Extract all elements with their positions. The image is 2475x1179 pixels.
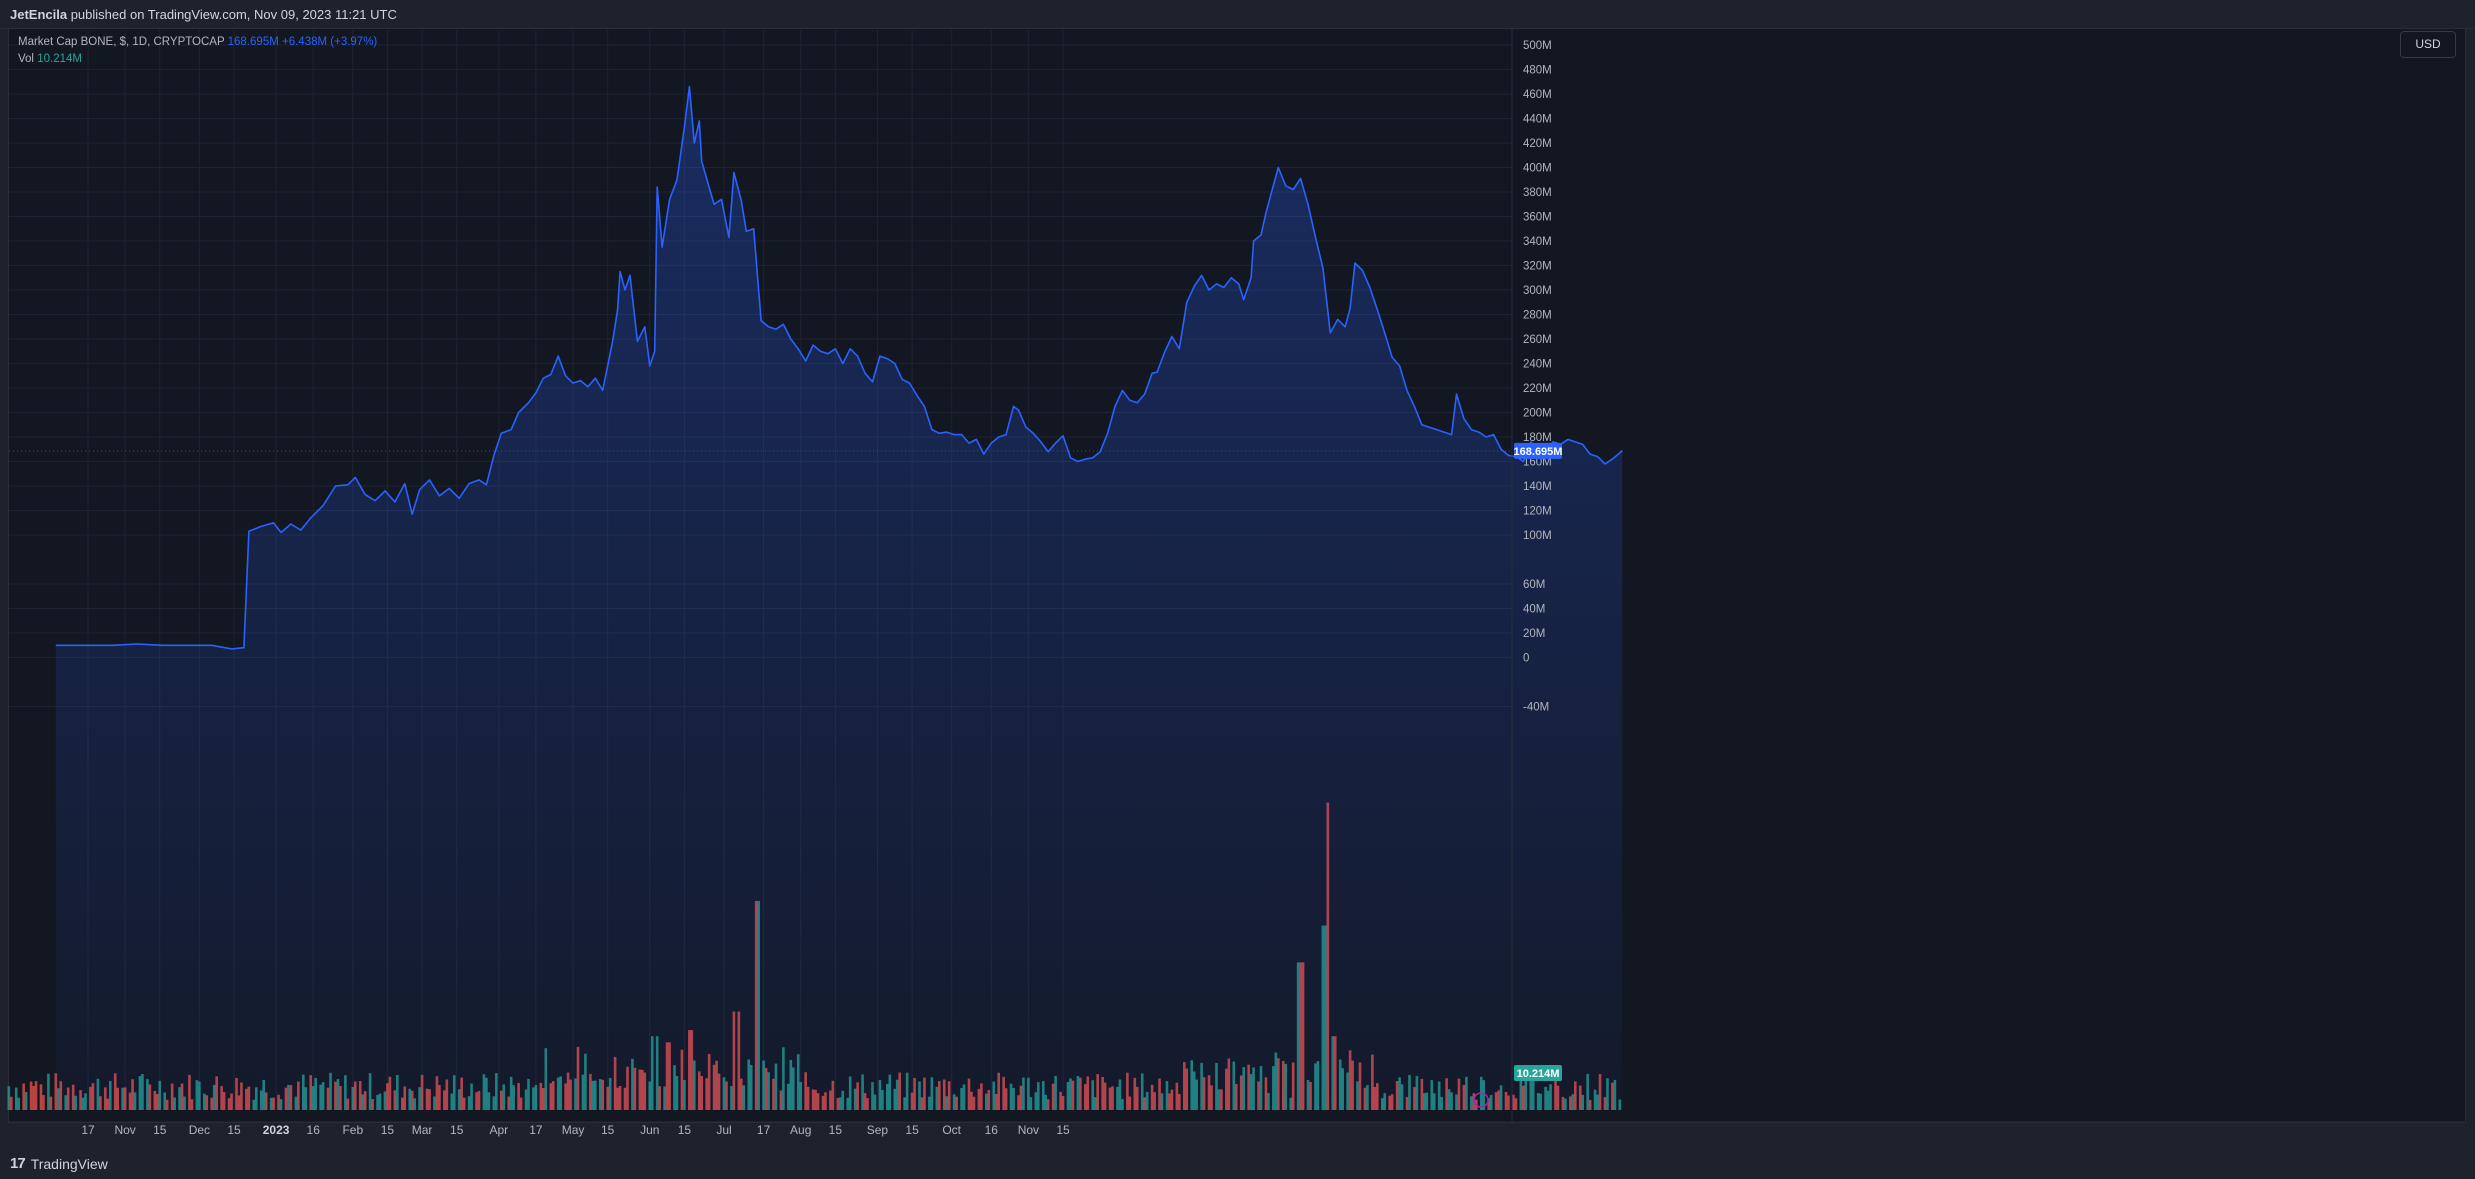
legend-vol-label[interactable]: Vol (18, 53, 34, 65)
x-tick-label: Feb (342, 1123, 363, 1137)
y-tick-label: 280M (1523, 310, 1552, 322)
y-tick-label: 100M (1523, 530, 1552, 542)
volume-bar (7, 1086, 11, 1110)
legend-value: 168.695M (227, 36, 279, 48)
tradingview-brand: TradingView (30, 1155, 108, 1172)
y-tick-label: 360M (1523, 212, 1552, 224)
legend-symbol-row: Market Cap BONE, $, 1D, CRYPTOCAP 168.69… (18, 34, 377, 51)
x-tick-label: Jul (716, 1123, 731, 1137)
market-cap-line (9, 85, 1623, 650)
volume-bar (47, 1073, 50, 1110)
x-tick-label: 15 (601, 1123, 615, 1137)
x-tick-label: 2023 (263, 1123, 290, 1137)
y-tick-label: 0 (1523, 653, 1529, 665)
x-tick-label: 16 (985, 1123, 999, 1137)
x-tick-label: Aug (790, 1123, 811, 1137)
y-tick-label: 160M (1523, 457, 1552, 469)
volume-bar (39, 1084, 43, 1110)
x-tick-label: 16 (307, 1123, 321, 1137)
x-tick-label: Dec (189, 1123, 210, 1137)
area-fill (55, 86, 1623, 1111)
x-tick-label: 17 (81, 1123, 95, 1137)
x-tick-label: 15 (829, 1123, 843, 1137)
y-tick-label: 320M (1523, 261, 1552, 273)
volume-bar (49, 1096, 53, 1110)
last-value-badges: 168.695M 10.214M (1473, 442, 1563, 1108)
y-tick-label: 140M (1523, 481, 1552, 493)
tradingview-mark-icon: 17 (10, 1155, 26, 1172)
y-tick-label: -40M (1523, 702, 1549, 714)
volume-bar (24, 1092, 28, 1110)
x-tick-label: 15 (381, 1123, 395, 1137)
publisher-suffix: published on TradingView.com, Nov 09, 20… (67, 7, 397, 22)
y-tick-label: 260M (1523, 334, 1552, 346)
x-tick-label: Jun (640, 1123, 659, 1137)
x-tick-label: 15 (153, 1123, 167, 1137)
y-tick-label: 420M (1523, 138, 1552, 150)
y-tick-label: 40M (1523, 604, 1545, 616)
y-tick-label: 460M (1523, 89, 1552, 101)
y-tick-label: 220M (1523, 383, 1552, 395)
legend-change: +6.438M (+3.97%) (282, 36, 378, 48)
chart-legend: Market Cap BONE, $, 1D, CRYPTOCAP 168.69… (18, 34, 377, 68)
y-tick-label: 120M (1523, 506, 1552, 518)
legend-vol-value: 10.214M (37, 53, 82, 65)
x-tick-label: Oct (942, 1123, 961, 1137)
x-tick-label: 15 (678, 1123, 692, 1137)
volume-badge (1514, 1065, 1562, 1081)
price-badge (1514, 442, 1562, 459)
area-fill-path (55, 86, 1623, 1111)
y-tick-label: 300M (1523, 285, 1552, 297)
publisher-name[interactable]: JetEncila (10, 7, 68, 22)
x-tick-label: 15 (227, 1123, 241, 1137)
x-tick-label: 17 (529, 1123, 543, 1137)
lightning-icon (1473, 1092, 1489, 1108)
x-tick-label: 15 (1056, 1123, 1070, 1137)
x-tick-label: 15 (450, 1123, 464, 1137)
legend-symbol[interactable]: Market Cap BONE, $, 1D, CRYPTOCAP (18, 36, 225, 48)
footer: 17 TradingView (0, 1148, 2475, 1179)
volume-bar (29, 1081, 33, 1110)
price-badge-label: 168.695M (1514, 446, 1563, 458)
volume-bar (22, 1083, 25, 1110)
y-tick-label: 200M (1523, 408, 1552, 420)
x-tick-label: Mar (412, 1123, 433, 1137)
volume-bar (17, 1097, 21, 1110)
time-axis: 17 Nov 15 Dec 15 2023 16 Feb 15 Mar 15 Apr 17 May 15 Ju… (8, 1121, 2464, 1137)
y-tick-label: 380M (1523, 187, 1552, 199)
y-tick-label: 400M (1523, 163, 1552, 175)
y-tick-label: 480M (1523, 65, 1552, 77)
volume-bar (9, 1096, 13, 1110)
x-tick-label: Apr (489, 1123, 508, 1137)
x-tick-label: 17 (757, 1123, 771, 1137)
tradingview-logo[interactable]: 17 TradingView (10, 1155, 108, 1172)
legend-volume-row: Vol 10.214M (18, 51, 377, 68)
x-tick-label: Nov (1018, 1123, 1039, 1137)
publisher-credit: JetEncila published on TradingView.com, … (10, 7, 397, 22)
market-cap-line-path (55, 85, 1623, 650)
y-tick-label: 20M (1523, 628, 1545, 640)
x-tick-label: Sep (867, 1123, 889, 1137)
y-tick-label: 440M (1523, 114, 1552, 126)
volume-bar (42, 1095, 45, 1110)
volume-badge-label: 10.214M (1517, 1068, 1560, 1080)
y-tick-label: 500M (1523, 40, 1552, 52)
volume-bar (14, 1087, 18, 1110)
volume-bar (34, 1081, 38, 1110)
y-tick-label: 60M (1523, 579, 1545, 591)
volume-bar (32, 1086, 35, 1110)
x-tick-label: 15 (905, 1123, 919, 1137)
x-tick-label: Nov (114, 1123, 135, 1137)
x-tick-label: May (562, 1123, 585, 1137)
y-tick-label: 240M (1523, 359, 1552, 371)
y-tick-label: 340M (1523, 236, 1552, 248)
y-tick-label: 180M (1523, 432, 1552, 444)
currency-button[interactable]: USD (2400, 31, 2456, 58)
price-axis: 500M 480M 460M 440M 420M 400M 380M 360M 340M 320M… (1511, 28, 1552, 1122)
